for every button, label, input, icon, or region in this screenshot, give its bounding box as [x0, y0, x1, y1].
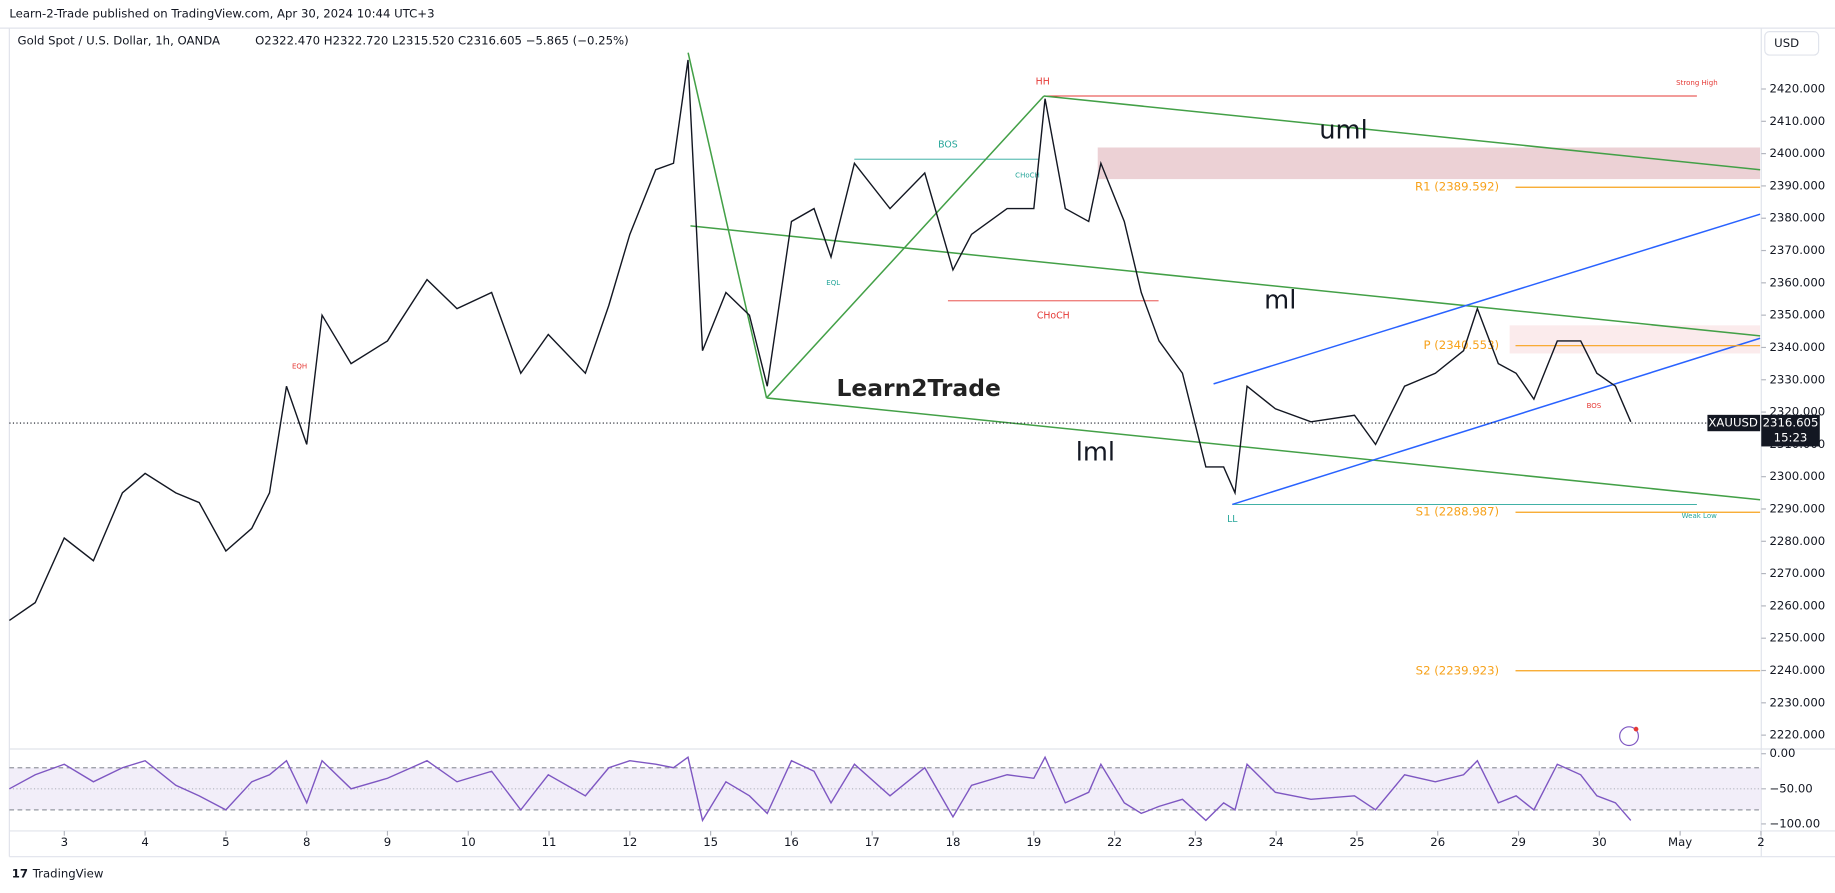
annotation: Strong High: [1676, 78, 1717, 87]
y-tick-label: 2400.000: [1769, 146, 1825, 160]
y-tick-label: 2250.000: [1769, 631, 1825, 645]
pivot-label: S1 (2288.987): [1416, 505, 1499, 519]
footer-logo: 𝟭𝟳: [12, 867, 28, 881]
x-tick-label: 23: [1188, 835, 1203, 849]
y-tick-label: −50.00: [1769, 781, 1812, 795]
symbol-tag-label: XAUUSD: [1708, 416, 1758, 430]
y-tick-label: 2230.000: [1769, 695, 1825, 709]
annotation: LL: [1227, 514, 1238, 525]
annotation: HH: [1036, 76, 1050, 87]
x-tick-label: 26: [1430, 835, 1445, 849]
y-tick-label: 2270.000: [1769, 566, 1825, 580]
y-tick-label: 2300.000: [1769, 469, 1825, 483]
annotation: BOS: [938, 140, 958, 151]
x-tick-label: 8: [303, 835, 310, 849]
y-tick-label: 2280.000: [1769, 534, 1825, 548]
y-tick-label: 2390.000: [1769, 178, 1825, 192]
pivot-label: R1 (2389.592): [1415, 180, 1499, 194]
x-tick-label: 17: [865, 835, 880, 849]
x-tick-label: 5: [222, 835, 229, 849]
y-tick-label: 2340.000: [1769, 340, 1825, 354]
y-tick-label: 2220.000: [1769, 728, 1825, 742]
price-line: [9, 755, 1632, 823]
currency-button[interactable]: [1764, 31, 1820, 56]
annotation: CHoCH: [1037, 311, 1070, 322]
annotation: BOS: [1587, 401, 1602, 410]
x-tick-label: 9: [384, 835, 391, 849]
x-tick-label: 12: [622, 835, 637, 849]
alert-icon[interactable]: [1619, 726, 1639, 747]
x-tick-label: 22: [1107, 835, 1122, 849]
price-line: [8, 59, 1632, 621]
x-tick-label: 16: [784, 835, 799, 849]
x-tick-label: 10: [461, 835, 476, 849]
symbol-title: Gold Spot / U.S. Dollar, 1h, OANDA: [18, 33, 220, 47]
x-tick-label: 11: [542, 835, 557, 849]
upper-median-line: [1043, 95, 1761, 171]
alert-dot: [1633, 726, 1639, 732]
price-tag: [1761, 414, 1820, 447]
annotation: ml: [1264, 285, 1296, 315]
y-tick-label: 2360.000: [1769, 275, 1825, 289]
annotation: EQH: [292, 361, 307, 370]
price-tag-label: 2316.605: [1763, 416, 1819, 430]
annotation: CHoCH: [1015, 171, 1040, 180]
currency: USD: [1774, 36, 1799, 50]
y-tick-label: 2330.000: [1769, 372, 1825, 386]
pivot-label: P (2340.553): [1423, 338, 1499, 352]
x-tick-label: 3: [61, 835, 68, 849]
supply-zone: [1097, 147, 1761, 180]
y-tick-label: 0.00: [1769, 746, 1795, 760]
x-tick-label: May: [1668, 835, 1692, 849]
footer: TradingView: [32, 867, 104, 881]
lower-median-line: [766, 397, 1761, 501]
pitchfork-leg: [765, 95, 1045, 399]
countdown: 15:23: [1774, 431, 1808, 445]
pitchfork: [687, 52, 1761, 501]
x-tick-label: 25: [1350, 835, 1365, 849]
x-tick-label: 30: [1592, 835, 1607, 849]
watermark: Learn2Trade: [837, 374, 1001, 402]
x-tick-label: 4: [141, 835, 148, 849]
y-tick-label: 2260.000: [1769, 598, 1825, 612]
header: Learn-2-Trade published on TradingView.c…: [9, 7, 434, 21]
x-tick-label: 18: [946, 835, 961, 849]
symbol-tag: [1707, 414, 1761, 432]
resistance-zone: [1509, 325, 1761, 354]
pivot-label: S2 (2239.923): [1416, 663, 1499, 677]
y-tick-label: 2370.000: [1769, 243, 1825, 257]
x-tick-label: 29: [1511, 835, 1526, 849]
median-line: [690, 225, 1761, 337]
channel-lower: [1232, 337, 1761, 506]
y-tick-label: 2350.000: [1769, 308, 1825, 322]
pitchfork-leg: [687, 52, 768, 399]
channel: [1213, 213, 1761, 506]
x-tick-label: 24: [1269, 835, 1284, 849]
y-tick-label: 2290.000: [1769, 501, 1825, 515]
y-tick-label: 2240.000: [1769, 663, 1825, 677]
x-tick-label: 15: [703, 835, 718, 849]
annotation: EQL: [826, 278, 840, 287]
y-tick-label: 2420.000: [1769, 82, 1825, 96]
y-tick-label: 2410.000: [1769, 114, 1825, 128]
x-tick-label: 19: [1026, 835, 1041, 849]
y-tick-label: −100.00: [1769, 816, 1820, 830]
ohlc-values: O2322.470 H2322.720 L2315.520 C2316.605 …: [255, 33, 629, 47]
y-tick-label: 2380.000: [1769, 211, 1825, 225]
channel-upper: [1213, 213, 1761, 385]
annotation: uml: [1319, 116, 1368, 146]
annotation: Weak Low: [1682, 511, 1718, 520]
x-tick-label: 2: [1757, 835, 1764, 849]
annotation: lml: [1076, 437, 1115, 467]
